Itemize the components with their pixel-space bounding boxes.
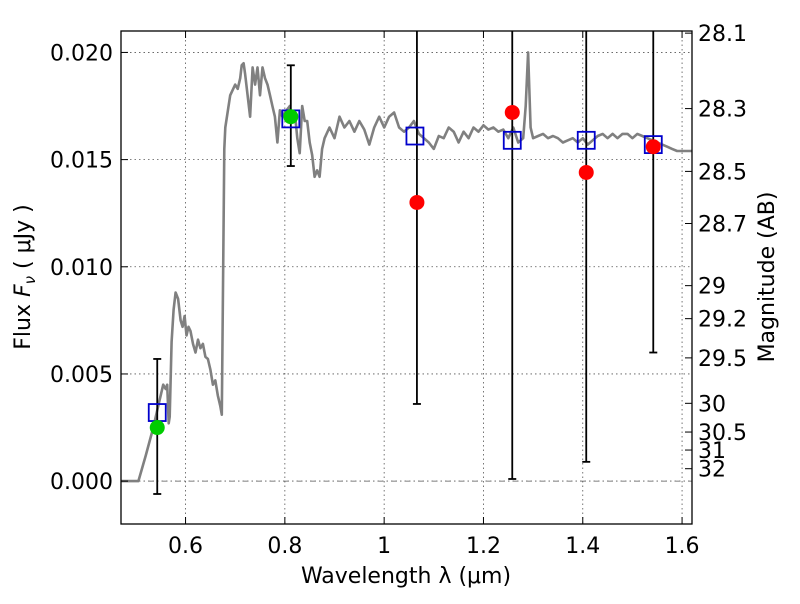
x-tick-labels: 0.6 0.8 1 1.2 1.4 1.6 [168,534,700,559]
y-tick-label: 0.010 [50,256,113,281]
magnitude-tick-label: 31 [698,439,726,464]
spectrum-series [121,51,692,483]
y-axis-title: Flux Fν ( μJy ) [11,204,39,349]
magnitude-tick-label: 32 [698,458,726,483]
x-tick-label: 0.8 [267,534,302,559]
axis-ticks [121,31,692,524]
observed-point-marker [645,139,661,155]
y-axis-title-subscript: ν [21,276,39,284]
y-tick-labels: 0.000 0.005 0.010 0.015 0.020 [50,41,113,495]
x-tick-label: 1.4 [565,534,600,559]
magnitude-tick-label: 29.5 [698,347,747,372]
x-tick-label: 0.6 [168,534,203,559]
magnitude-tick-label: 28.7 [698,212,747,237]
x-tick-label: 1.6 [665,534,700,559]
plot-frame [120,30,693,525]
magnitude-tick-label: 30 [698,392,726,417]
x-tick-label: 1.2 [466,534,501,559]
y-tick-label: 0.015 [50,149,113,174]
y-axis-title-suffix: ( μJy ) [11,204,36,276]
model-square-marker [502,130,522,150]
y-axis-title-symbol: F [11,284,36,297]
x-tick-label: 1 [377,534,391,559]
observed-point-marker [578,164,594,180]
observed-point-marker [149,420,165,436]
photometry-markers [147,104,663,436]
y-tick-label: 0.005 [50,363,113,388]
spectrum-line [121,51,692,483]
magnitude-tick-label: 28.5 [698,160,747,185]
magnitude-tick-label: 28.3 [698,98,747,123]
magnitude-tick-label: 29 [698,275,726,300]
y-tick-label: 0.000 [50,470,113,495]
observed-point-marker [283,109,299,125]
model-square-marker [405,126,425,146]
observed-point-marker [504,104,520,120]
magnitude-tick-label: 28.1 [698,22,747,47]
observed-point-marker [409,194,425,210]
magnitude-tick-label: 29.2 [698,308,747,333]
model-square-marker [576,130,596,150]
x-axis-title: Wavelength λ (μm) [301,564,511,589]
y2-axis-title: Magnitude (AB) [755,192,780,363]
y-axis-title-prefix: Flux [11,297,36,350]
magnitude-tick-label: 30.5 [698,421,747,446]
y-tick-label: 0.020 [50,41,113,66]
